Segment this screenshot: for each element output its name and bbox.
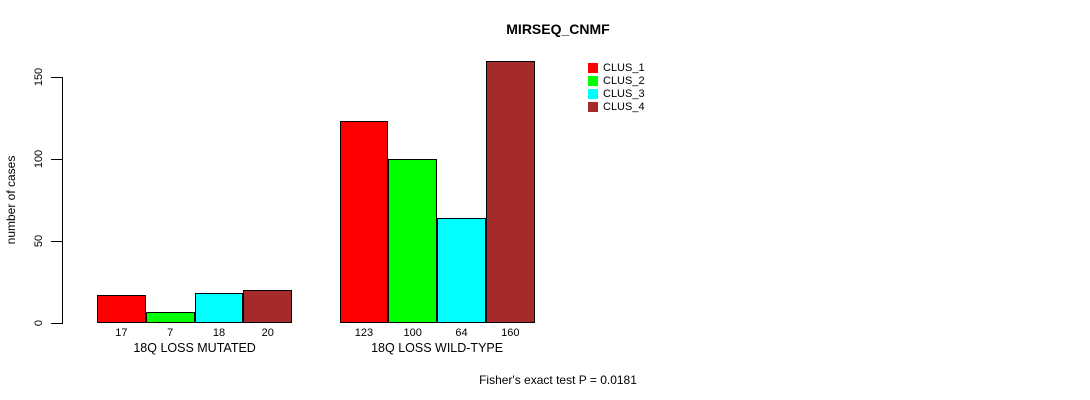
bar-value-label: 20	[261, 327, 274, 339]
legend-swatch	[588, 101, 598, 112]
fisher-test-annotation: Fisher's exact test P = 0.0181	[479, 373, 637, 387]
y-axis-tick-label: 50	[33, 234, 45, 248]
bar-value-label: 160	[501, 327, 520, 339]
bar-value-label: 18	[212, 327, 226, 339]
y-axis-label: number of cases	[4, 155, 18, 245]
bar-value-label: 123	[354, 327, 374, 339]
legend-item-clus_1: CLUS_1	[588, 62, 645, 75]
bar-clus_2-group1	[145, 311, 195, 323]
bar-value-label: 17	[115, 327, 128, 339]
y-axis-tick	[51, 159, 62, 160]
bar-value-label: 64	[455, 327, 468, 339]
legend-label: CLUS_3	[603, 87, 645, 100]
legend-swatch	[588, 63, 598, 74]
legend-swatch	[588, 76, 598, 87]
bar-clus_2-group2	[388, 159, 438, 323]
group-label: 18Q LOSS MUTATED	[133, 341, 256, 355]
legend-item-clus_2: CLUS_2	[588, 75, 645, 88]
y-axis-line	[62, 77, 63, 324]
y-axis-tick-label: 150	[33, 67, 45, 87]
legend-label: CLUS_1	[603, 62, 645, 75]
bar-clus_4-group2	[485, 60, 535, 323]
legend: CLUS_1 CLUS_2 CLUS_3 CLUS_4	[588, 62, 645, 113]
bar-clus_1-group2	[339, 121, 389, 323]
y-axis-tick	[51, 323, 62, 324]
y-axis-tick-label: 0	[33, 319, 45, 327]
bar-value-label: 7	[167, 327, 174, 339]
bar-value-label: 100	[403, 327, 422, 339]
chart-title: MIRSEQ_CNMF	[506, 21, 610, 37]
legend-item-clus_3: CLUS_3	[588, 88, 645, 101]
legend-swatch	[588, 88, 598, 99]
legend-item-clus_4: CLUS_4	[588, 100, 645, 113]
y-axis-tick	[51, 77, 62, 78]
bar-clus_3-group2	[437, 218, 486, 323]
bar-clus_3-group1	[194, 293, 244, 323]
bar-clus_4-group1	[243, 290, 293, 323]
legend-label: CLUS_4	[603, 100, 645, 113]
group-label: 18Q LOSS WILD-TYPE	[371, 341, 504, 355]
bar-clus_1-group1	[97, 295, 146, 323]
y-axis-tick	[51, 241, 62, 242]
legend-label: CLUS_2	[603, 75, 645, 88]
y-axis-tick-label: 100	[33, 149, 45, 169]
